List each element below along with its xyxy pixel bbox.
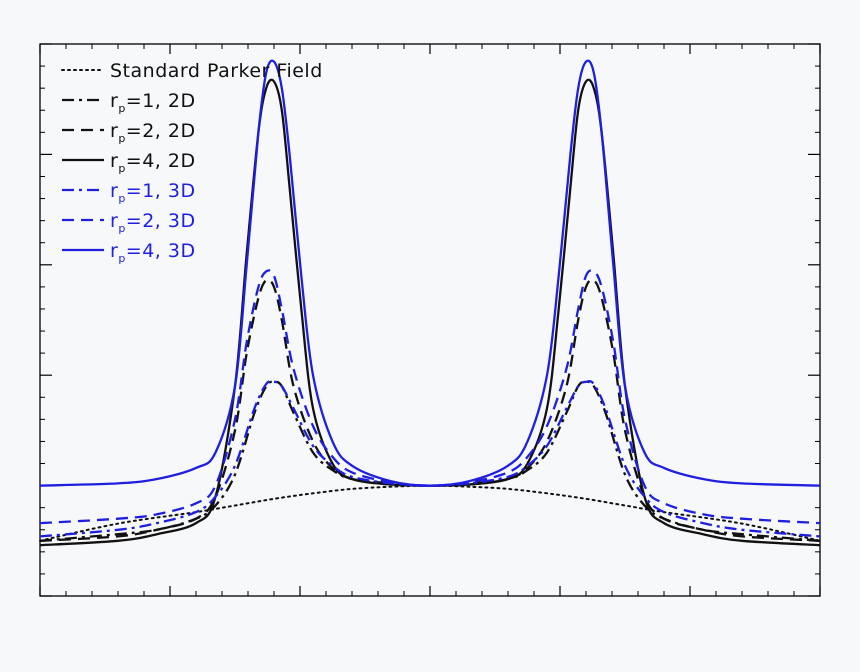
- legend-label-4: rp=1, 3D: [110, 180, 196, 205]
- legend-label-2: rp=2, 2D: [110, 120, 196, 145]
- legend-label-main: r: [110, 150, 118, 172]
- legend-label-rest: =4, 3D: [126, 240, 196, 262]
- legend-label-main: r: [110, 90, 118, 112]
- legend-label-1: rp=1, 2D: [110, 90, 196, 115]
- legend-label-subscript: p: [118, 252, 125, 265]
- legend-label-rest: =1, 2D: [126, 90, 196, 112]
- legend-label-main: r: [110, 210, 118, 232]
- legend-label-subscript: p: [118, 132, 125, 145]
- legend-label-5: rp=2, 3D: [110, 210, 196, 235]
- legend-label-main: r: [110, 240, 118, 262]
- legend-label-subscript: p: [118, 162, 125, 175]
- legend-label-rest: =2, 2D: [126, 120, 196, 142]
- legend-label-subscript: p: [118, 222, 125, 235]
- series-line-2: [39, 278, 821, 542]
- legend-label-0: Standard Parker Field: [110, 60, 323, 82]
- series-line-4: [39, 379, 821, 538]
- legend-label-subscript: p: [118, 192, 125, 205]
- legend-label-rest: =1, 3D: [126, 180, 196, 202]
- legend-label-subscript: p: [118, 102, 125, 115]
- series-line-6: [39, 59, 821, 487]
- series-line-0: [39, 484, 821, 542]
- legend-label-main: Standard Parker Field: [110, 60, 323, 82]
- legend-label-rest: =2, 3D: [126, 210, 196, 232]
- legend-label-rest: =4, 2D: [126, 150, 196, 172]
- legend-label-3: rp=4, 2D: [110, 150, 196, 175]
- legend-label-main: r: [110, 180, 118, 202]
- legend-label-6: rp=4, 3D: [110, 240, 196, 265]
- legend-label-main: r: [110, 120, 118, 142]
